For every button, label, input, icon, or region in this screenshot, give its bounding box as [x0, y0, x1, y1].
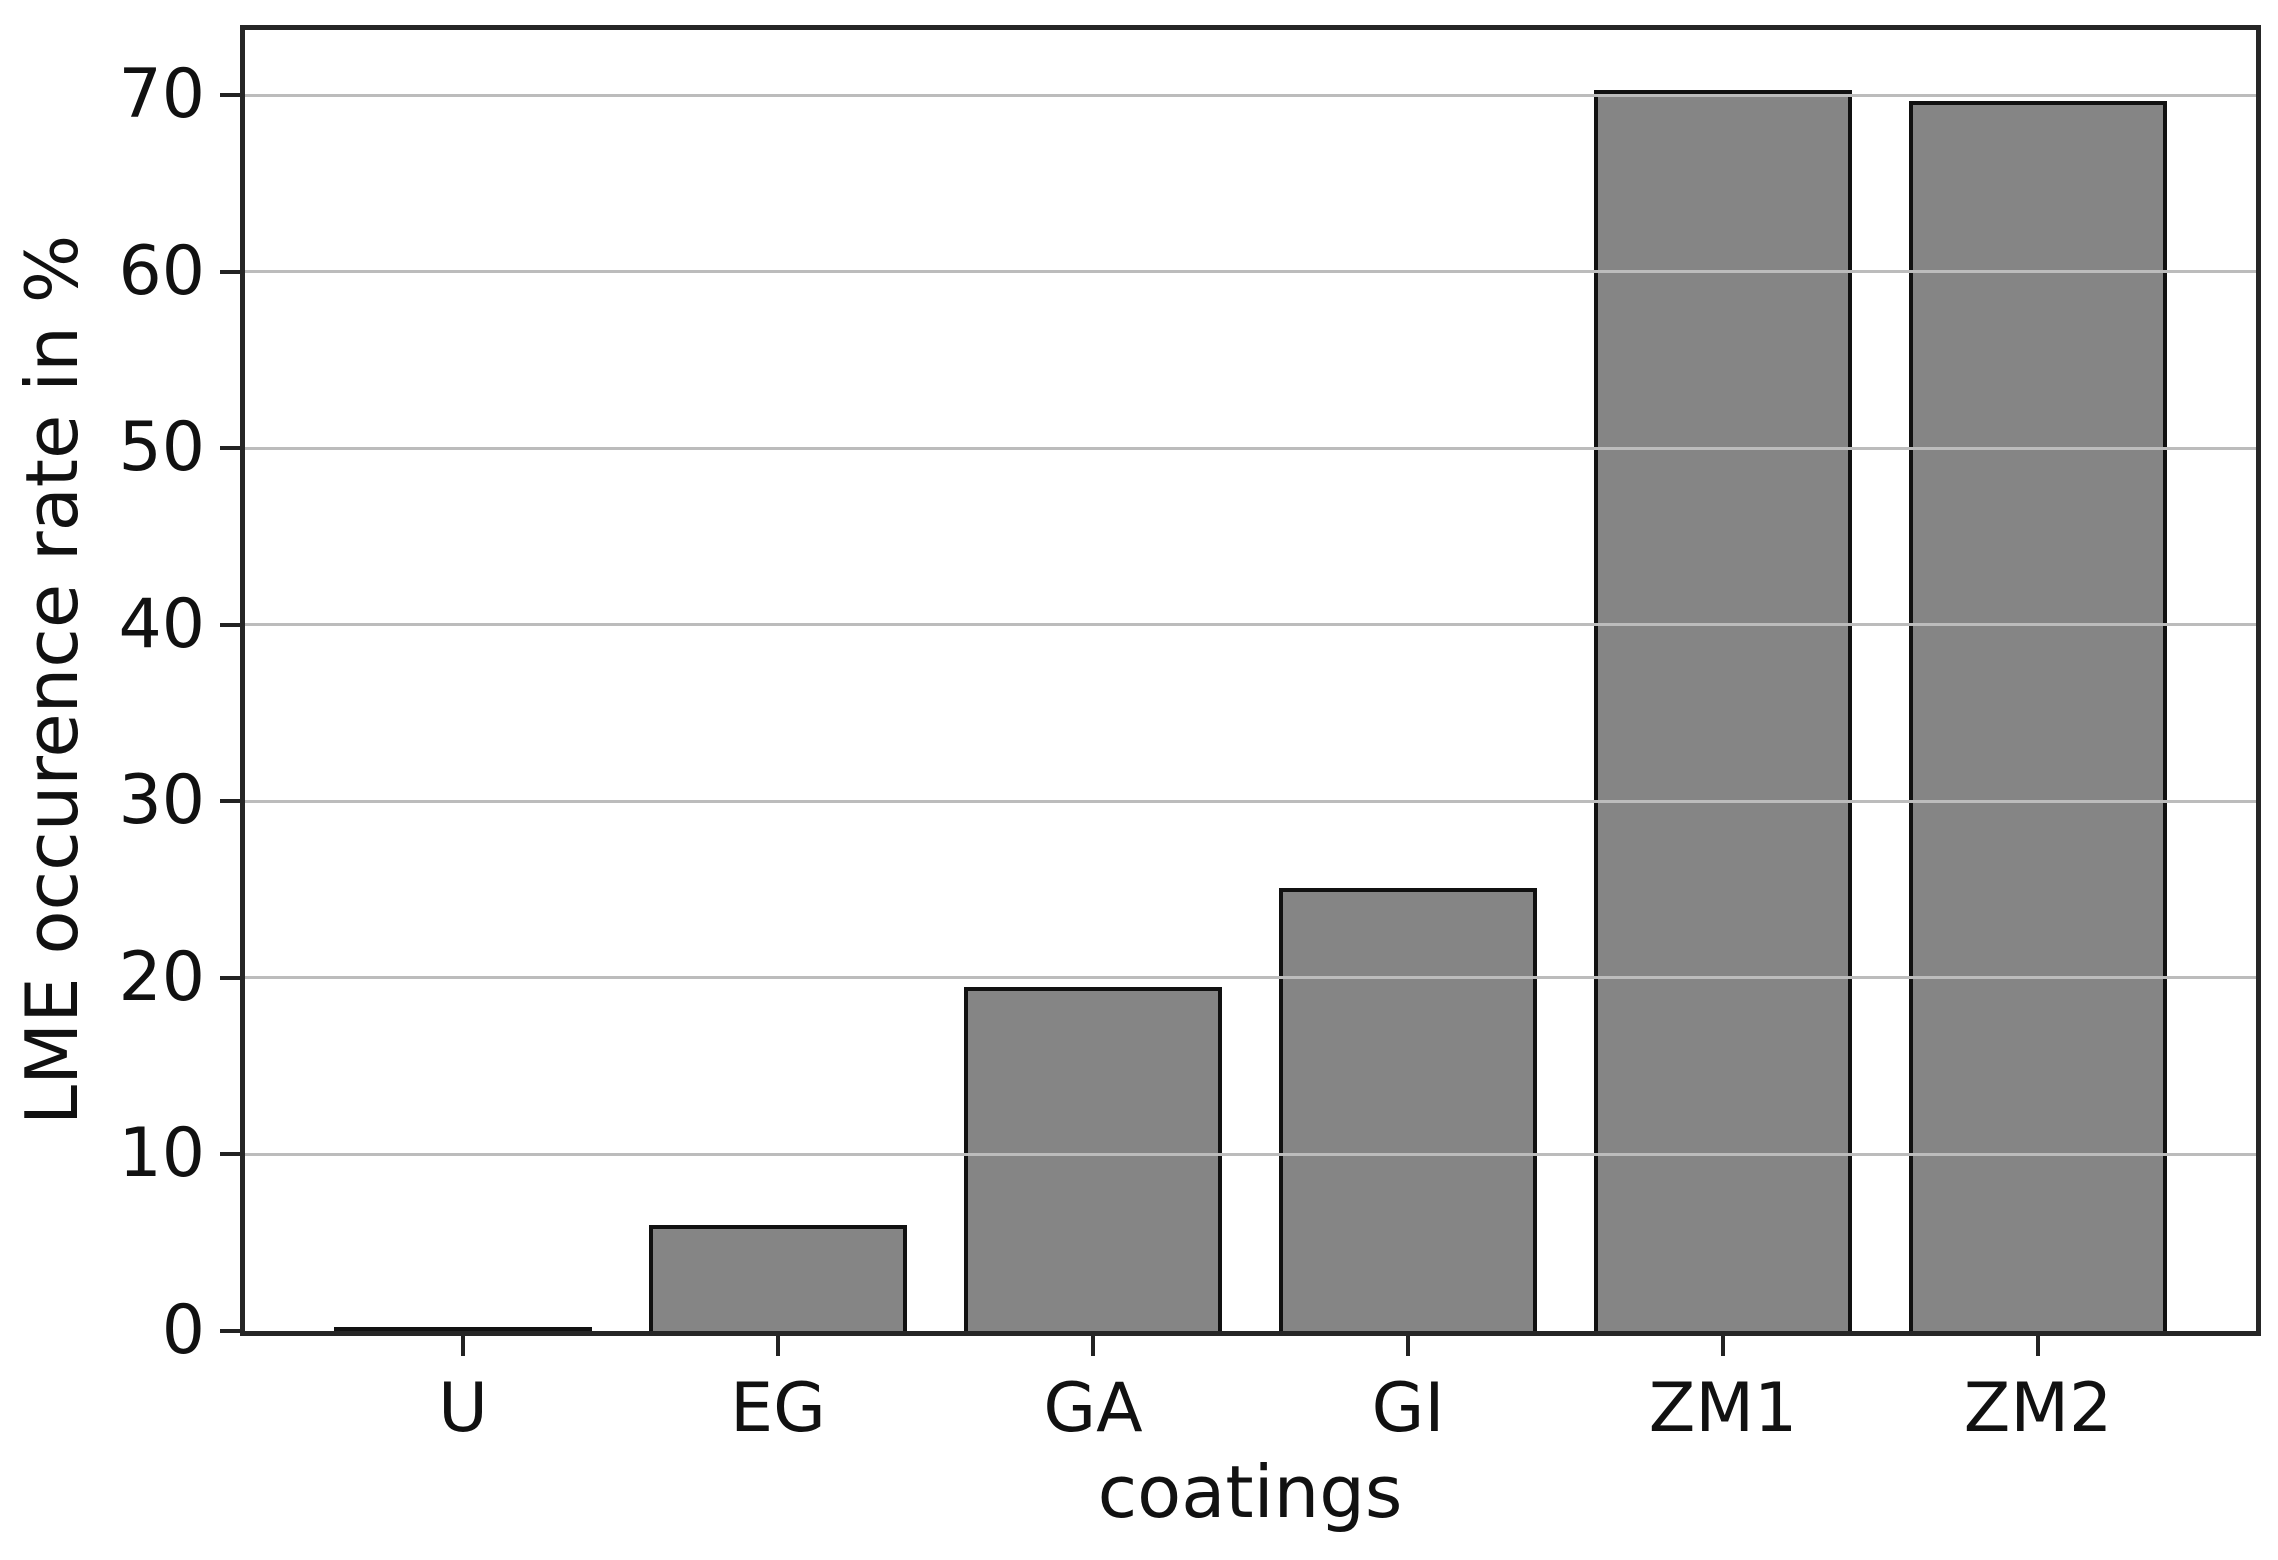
y-tick-label-10: 10 — [118, 1114, 205, 1193]
bar-ZM1 — [1594, 90, 1852, 1331]
gridline-20 — [245, 976, 2256, 979]
y-tick-mark-20 — [220, 976, 240, 980]
y-tick-mark-50 — [220, 446, 240, 450]
x-tick-label-ZM2: ZM2 — [1963, 1369, 2113, 1448]
gridline-50 — [245, 447, 2256, 450]
x-tick-mark-ZM2 — [2036, 1336, 2040, 1356]
x-tick-label-GA: GA — [1043, 1369, 1143, 1448]
x-tick-mark-GA — [1091, 1336, 1095, 1356]
y-tick-mark-0 — [220, 1329, 240, 1333]
x-tick-mark-GI — [1406, 1336, 1410, 1356]
gridline-60 — [245, 270, 2256, 273]
y-tick-label-40: 40 — [118, 585, 205, 664]
x-tick-label-ZM1: ZM1 — [1648, 1369, 1798, 1448]
plot-area — [240, 25, 2261, 1336]
y-tick-label-20: 20 — [118, 938, 205, 1017]
gridline-30 — [245, 800, 2256, 803]
y-tick-mark-10 — [220, 1152, 240, 1156]
x-axis-title: coatings — [1097, 1450, 1403, 1534]
x-tick-mark-U — [461, 1336, 465, 1356]
y-tick-label-50: 50 — [118, 408, 205, 487]
y-tick-mark-40 — [220, 623, 240, 627]
y-tick-label-70: 70 — [118, 55, 205, 134]
x-tick-label-GI: GI — [1371, 1369, 1445, 1448]
bar-GI — [1279, 888, 1537, 1331]
bar-GA — [964, 987, 1222, 1331]
y-tick-mark-60 — [220, 270, 240, 274]
y-tick-label-30: 30 — [118, 761, 205, 840]
bar-U — [334, 1327, 592, 1331]
bar-EG — [649, 1225, 907, 1331]
bar-ZM2 — [1909, 101, 2167, 1331]
gridline-70 — [245, 94, 2256, 97]
x-tick-label-U: U — [438, 1369, 488, 1448]
y-tick-mark-30 — [220, 799, 240, 803]
y-tick-mark-70 — [220, 93, 240, 97]
gridline-10 — [245, 1153, 2256, 1156]
x-tick-mark-ZM1 — [1721, 1336, 1725, 1356]
y-axis-title: LME occurence rate in % — [10, 234, 94, 1126]
y-tick-label-60: 60 — [118, 232, 205, 311]
x-tick-mark-EG — [776, 1336, 780, 1356]
x-tick-label-EG: EG — [730, 1369, 826, 1448]
y-tick-label-0: 0 — [161, 1291, 205, 1370]
gridline-40 — [245, 623, 2256, 626]
